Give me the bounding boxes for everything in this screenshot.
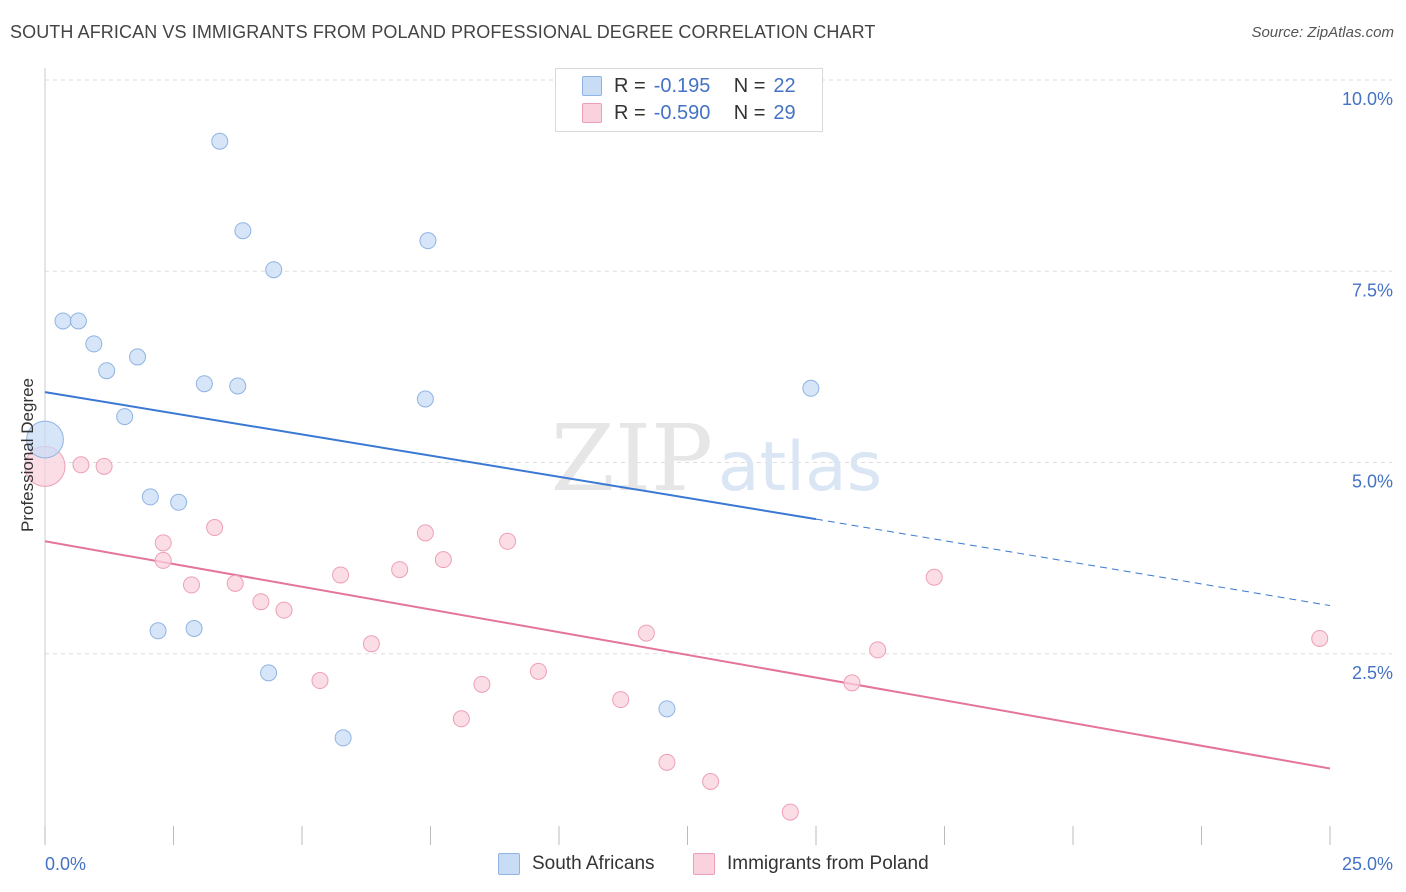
data-point-poland xyxy=(781,803,799,821)
data-point-south-africans xyxy=(149,622,167,640)
r-label: R = xyxy=(614,74,646,97)
blue-swatch xyxy=(582,76,602,96)
data-point-south-africans xyxy=(185,620,203,638)
data-point-poland xyxy=(1311,629,1329,647)
data-point-poland xyxy=(925,568,943,586)
data-point-poland xyxy=(473,675,491,693)
data-point-south-africans xyxy=(129,348,147,366)
data-point-poland xyxy=(182,576,200,594)
chart-title: SOUTH AFRICAN VS IMMIGRANTS FROM POLAND … xyxy=(10,22,876,42)
r-label: R = xyxy=(614,101,646,124)
data-point-poland xyxy=(154,534,172,552)
trend-lines xyxy=(44,391,1331,770)
data-point-south-africans xyxy=(69,312,87,330)
data-point-poland xyxy=(434,551,452,569)
data-point-poland xyxy=(391,561,409,579)
bottom-legend-label-blue: South Africans xyxy=(532,853,655,874)
data-point-poland xyxy=(869,641,887,659)
data-point-poland xyxy=(843,674,861,692)
data-point-poland xyxy=(275,601,293,619)
data-point-south-africans xyxy=(85,335,103,353)
data-point-south-africans xyxy=(195,375,213,393)
data-point-poland xyxy=(332,566,350,584)
x-tick-label: 25.0% xyxy=(1342,854,1393,874)
bottom-legend-south-africans: South Africans xyxy=(498,852,655,876)
data-point-poland xyxy=(154,551,172,569)
n-label: N = xyxy=(733,101,766,124)
watermark-atlas: atlas xyxy=(718,428,882,507)
watermark-zip: ZIP xyxy=(551,405,713,512)
data-point-poland xyxy=(637,624,655,642)
y-axis-label: Professional Degree xyxy=(18,377,37,533)
trend-line-south-africans xyxy=(44,391,817,521)
data-point-poland xyxy=(252,593,270,611)
legend-row-south-africans: R = -0.195 N = 22 xyxy=(582,74,796,98)
data-point-poland xyxy=(702,773,720,791)
data-point-south-africans xyxy=(334,729,352,747)
data-point-poland xyxy=(206,519,224,537)
data-point-poland xyxy=(416,524,434,542)
data-point-south-africans xyxy=(211,132,229,150)
y-tick-label: 7.5% xyxy=(1352,280,1393,300)
data-point-poland xyxy=(311,672,329,690)
n-value: 22 xyxy=(773,74,796,97)
n-label: N = xyxy=(733,74,766,97)
pink-swatch xyxy=(582,103,602,123)
blue-legend-swatch xyxy=(498,853,520,875)
data-point-south-africans xyxy=(260,664,278,682)
trend-line-poland xyxy=(44,540,1331,770)
r-value: -0.195 xyxy=(653,74,711,97)
data-point-poland xyxy=(72,456,90,474)
pink-legend-swatch xyxy=(693,853,715,875)
data-point-south-africans xyxy=(802,379,820,397)
data-point-south-africans xyxy=(141,488,159,506)
bottom-legend-poland: Immigrants from Poland xyxy=(693,852,929,876)
data-point-poland xyxy=(95,457,113,475)
data-point-south-africans xyxy=(658,700,676,718)
y-tick-label: 5.0% xyxy=(1352,472,1393,492)
data-point-south-africans xyxy=(419,232,437,250)
data-point-poland xyxy=(226,574,244,592)
correlation-legend: R = -0.195 N = 22 R = -0.590 N = 29 xyxy=(555,68,823,132)
y-tick-label: 10.0% xyxy=(1342,89,1393,109)
data-point-poland xyxy=(612,691,630,709)
data-point-poland xyxy=(362,635,380,653)
data-point-south-africans xyxy=(234,222,252,240)
bottom-legend-label-pink: Immigrants from Poland xyxy=(727,853,929,874)
source-credit: Source: ZipAtlas.com xyxy=(1251,24,1394,41)
tick-labels: 2.5% 5.0% 7.5% 10.0% 0.0% 25.0% xyxy=(45,89,1393,874)
y-tick-label: 2.5% xyxy=(1352,663,1393,683)
data-point-south-africans xyxy=(54,312,72,330)
legend-row-poland: R = -0.590 N = 29 xyxy=(582,101,796,125)
data-point-south-africans xyxy=(229,377,247,395)
trend-line-south-africans-extension xyxy=(815,518,1331,607)
data-point-poland xyxy=(452,710,470,728)
data-point-south-africans xyxy=(98,362,116,380)
data-point-south-africans xyxy=(170,493,188,511)
data-point-poland xyxy=(499,532,517,550)
data-point-south-africans xyxy=(265,261,283,279)
data-point-poland xyxy=(658,753,676,771)
data-points xyxy=(24,132,1329,821)
data-point-south-africans xyxy=(116,408,134,426)
x-tick-label: 0.0% xyxy=(45,854,86,874)
n-value: 29 xyxy=(773,101,796,124)
data-point-south-africans xyxy=(26,420,64,459)
grid-layer xyxy=(45,79,1392,655)
r-value: -0.590 xyxy=(653,101,711,124)
data-point-south-africans xyxy=(416,390,434,408)
watermark: ZIP atlas xyxy=(551,405,882,512)
data-point-poland xyxy=(529,662,547,680)
